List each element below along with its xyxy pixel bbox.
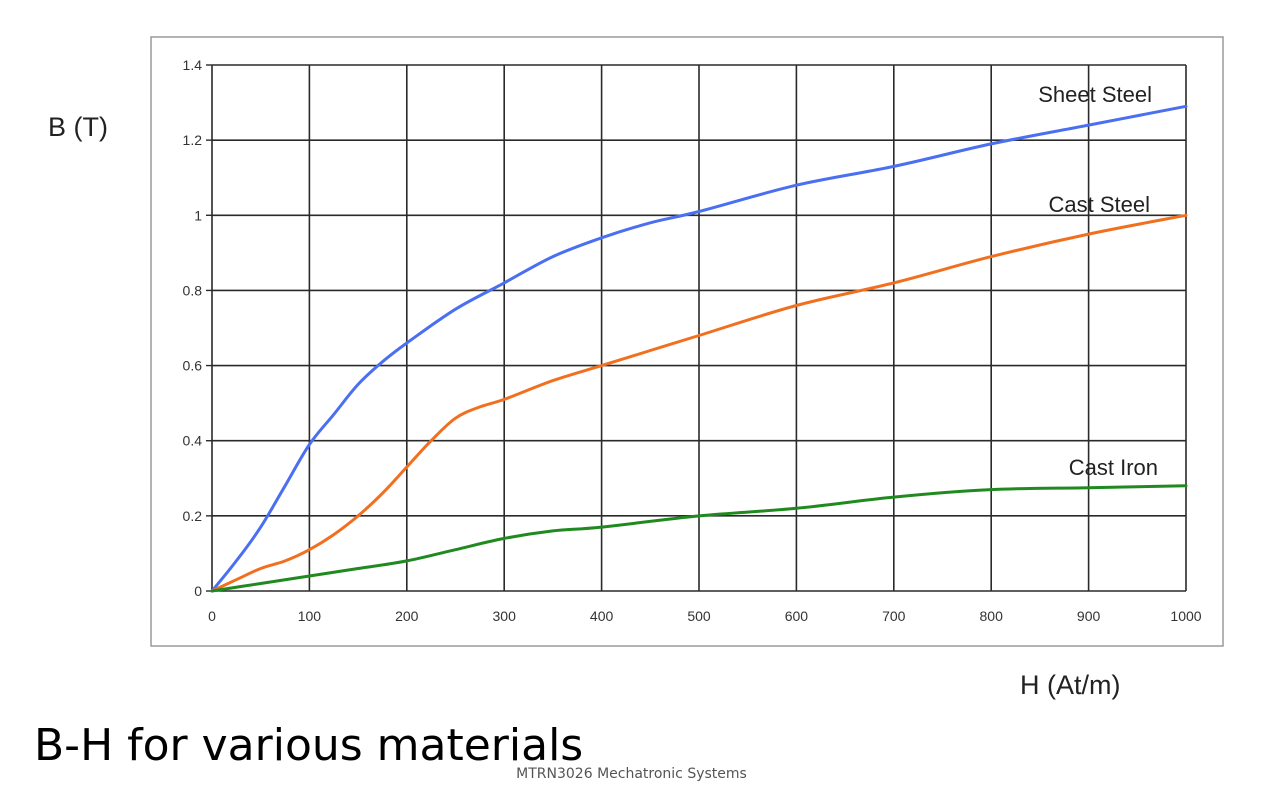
x-tick-label: 100 — [298, 608, 322, 624]
y-tick-label: 1.4 — [183, 57, 203, 73]
series-label-cast-iron: Cast Iron — [1069, 455, 1158, 480]
series-line-sheet-steel — [210, 104, 1188, 593]
y-axis-label: B (T) — [48, 112, 108, 142]
x-tick-label: 200 — [395, 608, 419, 624]
slide-title: B-H for various materials — [34, 720, 584, 771]
x-tick-label: 500 — [687, 608, 711, 624]
y-tick-label: 1.2 — [183, 132, 203, 148]
chart-frame — [150, 36, 1224, 647]
series-line-cast-steel — [210, 213, 1188, 593]
x-tick-label: 0 — [208, 608, 216, 624]
x-tick-label: 1000 — [1170, 608, 1201, 624]
series-line-cast-iron — [210, 484, 1188, 593]
x-tick-label: 400 — [590, 608, 614, 624]
y-tick-label: 0.8 — [183, 282, 203, 298]
x-axis-label: H (At/m) — [1020, 670, 1121, 700]
series-labels: Sheet Steel Cast Steel Cast Iron — [1038, 82, 1158, 480]
x-tick-label: 600 — [785, 608, 809, 624]
x-tick-label: 800 — [980, 608, 1004, 624]
y-tick-label: 0 — [194, 583, 202, 599]
y-tick-label: 0.4 — [183, 433, 203, 449]
x-tick-label: 900 — [1077, 608, 1101, 624]
series-label-cast-steel: Cast Steel — [1049, 192, 1151, 217]
series-lines — [210, 104, 1188, 593]
x-tick-label: 300 — [493, 608, 517, 624]
y-tick-label: 1 — [194, 207, 202, 223]
y-tick-label: 0.2 — [183, 508, 203, 524]
slide-footer: MTRN3026 Mechatronic Systems — [516, 766, 747, 782]
tick-labels: 0 100 200 300 400 500 600 700 800 900 1000 0 0.2 0.4 0… — [183, 57, 1202, 624]
series-label-sheet-steel: Sheet Steel — [1038, 82, 1152, 107]
y-tick-label: 0.6 — [183, 358, 203, 374]
x-tick-label: 700 — [882, 608, 906, 624]
